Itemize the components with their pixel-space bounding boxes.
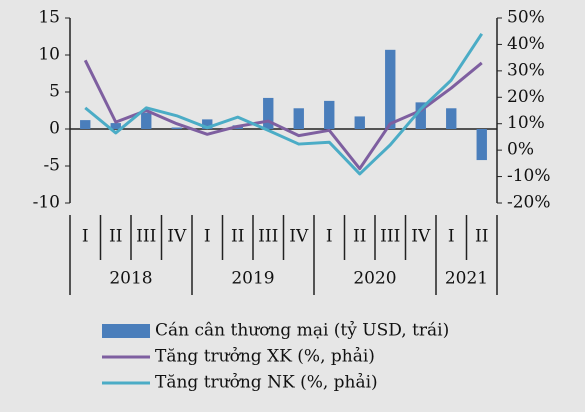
- bar: [110, 123, 121, 129]
- x-tick-label: IV: [411, 227, 431, 247]
- x-tick-label: II: [353, 227, 366, 247]
- legend-label: Tăng trưởng NK (%, phải): [155, 373, 378, 393]
- x-tick-label: III: [258, 227, 278, 247]
- y-tick-label: 10: [38, 45, 60, 65]
- x-tick-label: I: [448, 227, 455, 247]
- bar: [202, 119, 213, 129]
- y2-tick-label: 40%: [507, 34, 545, 54]
- y2-tick-label: -20%: [507, 193, 551, 213]
- y-tick-label: 5: [49, 82, 60, 102]
- x-tick-label: IV: [289, 227, 309, 247]
- y-tick-label: -5: [43, 156, 60, 176]
- bar: [415, 102, 426, 129]
- y2-tick-label: 10%: [507, 113, 545, 133]
- bar: [385, 49, 396, 129]
- group-label: 2019: [231, 269, 274, 289]
- line: [83, 59, 483, 171]
- x-tick-label: II: [109, 227, 122, 247]
- bar: [324, 100, 335, 129]
- y2-tick-label: 0%: [507, 140, 534, 160]
- x-tick-label: II: [231, 227, 244, 247]
- x-tick-label: I: [204, 227, 211, 247]
- y-tick-label: 15: [38, 8, 60, 28]
- group-label: 2018: [109, 269, 152, 289]
- bar: [293, 108, 304, 129]
- group-label: 2020: [353, 269, 396, 289]
- x-tick-label: IV: [167, 227, 187, 247]
- bar: [354, 116, 365, 129]
- legend-swatch: [102, 324, 150, 338]
- bar: [476, 129, 487, 161]
- legend-label: Cán cân thương mại (tỷ USD, trái): [155, 321, 449, 341]
- y2-tick-label: -10%: [507, 166, 551, 186]
- x-tick-label: III: [380, 227, 400, 247]
- y2-tick-label: 30%: [507, 60, 545, 80]
- x-tick-label: III: [136, 227, 156, 247]
- bar: [263, 97, 274, 129]
- line: [84, 33, 484, 176]
- bar: [141, 112, 152, 129]
- y-tick-label: 0: [49, 119, 60, 139]
- bar: [446, 108, 457, 129]
- bar: [80, 120, 91, 129]
- legend-label: Tăng trưởng XK (%, phải): [155, 347, 375, 367]
- x-tick-label: I: [326, 227, 333, 247]
- y2-tick-label: 20%: [507, 87, 545, 107]
- y-tick-label: -10: [33, 193, 60, 213]
- bar: [171, 127, 182, 129]
- x-tick-label: I: [82, 227, 89, 247]
- x-tick-label: II: [475, 227, 488, 247]
- y2-tick-label: 50%: [507, 8, 545, 28]
- group-label: 2021: [445, 269, 488, 289]
